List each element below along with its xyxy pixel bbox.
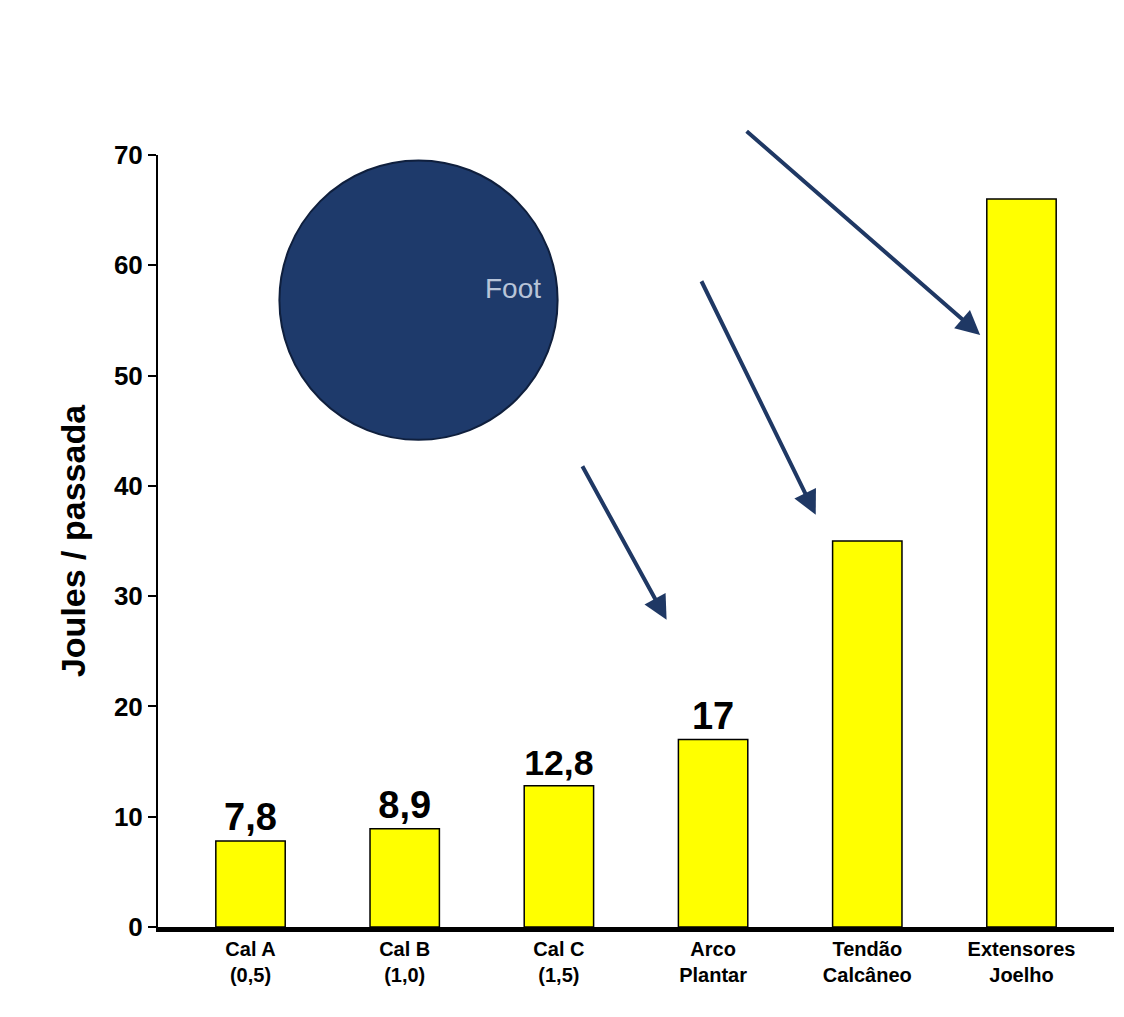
svg-text:TendãoCalcâneo: TendãoCalcâneo: [823, 938, 912, 986]
svg-text:Joules / passada: Joules / passada: [54, 404, 92, 677]
svg-text:Cal C(1,5): Cal C(1,5): [533, 938, 584, 986]
svg-text:0: 0: [128, 912, 142, 942]
svg-text:8,9: 8,9: [378, 784, 431, 826]
svg-text:Foot: Foot: [485, 273, 541, 304]
svg-text:30: 30: [114, 581, 143, 611]
svg-text:7,8: 7,8: [224, 796, 277, 838]
svg-text:Cal A(0,5): Cal A(0,5): [225, 938, 275, 986]
svg-text:Cal B(1,0): Cal B(1,0): [379, 938, 430, 986]
svg-text:20: 20: [114, 692, 143, 722]
svg-text:50: 50: [114, 361, 143, 391]
svg-text:12,8: 12,8: [524, 743, 593, 783]
svg-text:ArcoPlantar: ArcoPlantar: [679, 938, 747, 986]
svg-text:60: 60: [114, 250, 143, 280]
svg-text:17: 17: [692, 695, 734, 737]
svg-text:10: 10: [114, 802, 143, 832]
svg-text:40: 40: [114, 471, 143, 501]
svg-text:70: 70: [114, 140, 143, 170]
svg-text:ExtensoresJoelho: ExtensoresJoelho: [968, 938, 1076, 986]
